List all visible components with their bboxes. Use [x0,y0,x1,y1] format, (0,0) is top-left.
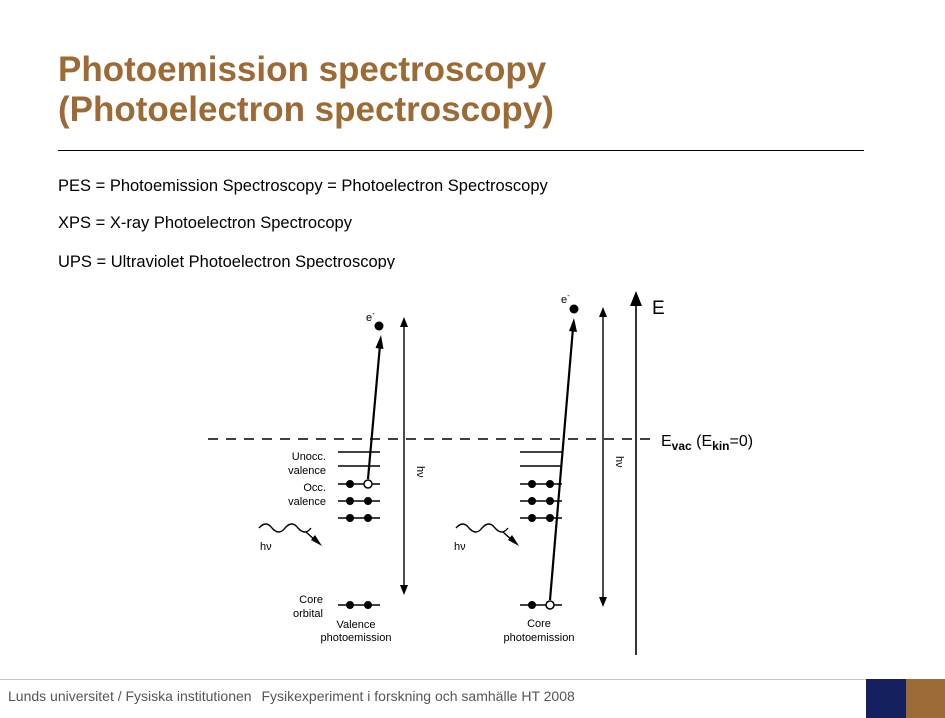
core-caption-2: photoemission [504,632,575,644]
occ-label-2: valence [288,496,326,508]
footer-course: Fysikexperiment i forskning och samhälle… [261,688,575,704]
excitation-arrow [548,327,575,601]
hole-dot [363,479,373,489]
electron-dot [546,514,554,522]
valence-caption-2: photoemission [321,632,392,644]
core-caption-1: Core [527,618,551,630]
core-label-2: orbital [293,608,323,620]
core-photoemission-panel: e- hν hν Core photoemission [454,291,625,644]
photon-wave-icon [455,523,509,533]
electron-dot [546,497,554,505]
footer-divider [0,679,866,680]
photon-arrowhead [311,535,322,546]
photon-label: hν [454,541,466,553]
definition-xps: XPS = X-ray Photoelectron Spectrocopy [58,214,352,232]
valence-photoemission-panel: e- hν hν Unocc. valence Occ. valence Cor… [258,309,426,644]
excitation-arrowhead [569,318,577,332]
emitted-electron-label: e- [561,291,570,306]
energy-axis-arrowhead [630,291,642,306]
title-divider [58,150,864,151]
unocc-label-2: valence [288,465,326,477]
definitions-block: PES = Photoemission Spectroscopy = Photo… [0,0,945,269]
excitation-arrowhead [375,335,384,349]
electron-dot [346,497,354,505]
photon-energy-label: hν [414,466,426,478]
vacuum-level-label: Evac (Ekin=0) [661,433,753,453]
electron-dot [364,601,372,609]
slide-title-line-2: (Photoelectron spectroscopy) [58,90,554,129]
hole-dot [545,600,555,610]
slide-title-line-1: Photoemission spectroscopy [58,50,547,89]
definition-pes: PES = Photoemission Spectroscopy = Photo… [58,177,548,195]
electron-dot [528,497,536,505]
footer-brown-block [906,679,945,718]
valence-caption-1: Valence [337,619,376,631]
photon-label: hν [260,541,272,553]
photon-energy-label: hν [613,456,625,468]
electron-dot [528,514,536,522]
emitted-electron-dot [569,304,579,314]
excitation-arrow [366,344,382,480]
electron-dot [528,480,536,488]
energy-axis-label: E [652,298,665,319]
unocc-label-1: Unocc. [292,451,326,463]
electron-dot [346,601,354,609]
photon-arrowhead [508,535,519,546]
emitted-electron-label: e- [366,309,375,324]
electron-dot [346,480,354,488]
photon-wave-icon [258,523,312,533]
electron-dot [346,514,354,522]
definition-ups: UPS = Ultraviolet Photoelectron Spectros… [58,253,396,269]
footer-blue-block [866,679,906,718]
electron-dot [528,601,536,609]
footer-institution: Lunds universitet / Fysiska institutione… [8,688,252,704]
footer-text: Lunds universitet / Fysiska institutione… [8,688,575,704]
core-label-1: Core [299,594,323,606]
emitted-electron-dot [374,321,384,331]
electron-dot [364,514,372,522]
slide-title: Photoemission spectroscopy (Photoelectro… [58,50,878,130]
occ-label-1: Occ. [303,482,326,494]
electron-dot [364,497,372,505]
electron-dot [546,480,554,488]
